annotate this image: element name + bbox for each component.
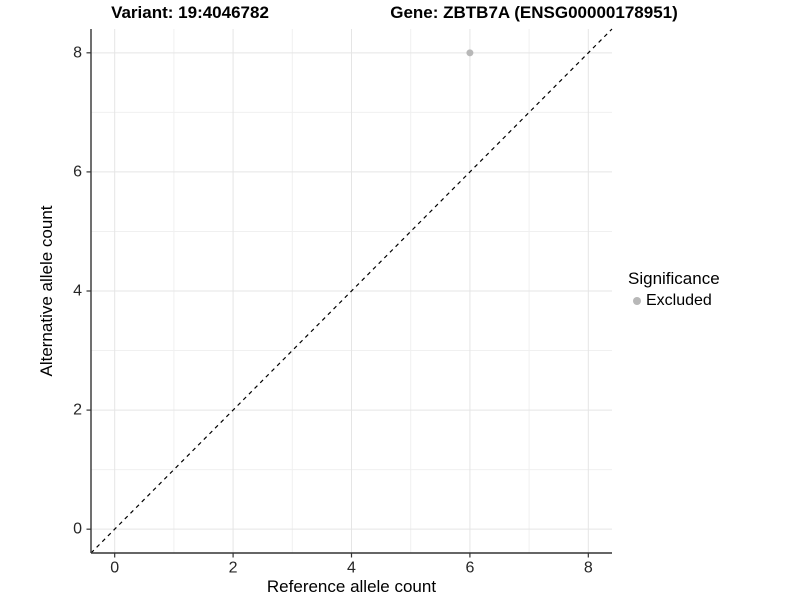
legend-entry-excluded: Excluded [628, 292, 793, 310]
legend: Significance Excluded [628, 269, 793, 310]
x-tick-label: 4 [347, 559, 356, 576]
legend-title: Significance [628, 269, 720, 288]
legend-entry-label: Excluded [646, 292, 712, 309]
y-tick-label: 2 [73, 402, 82, 419]
x-tick-label: 2 [229, 559, 238, 576]
x-axis-title: Reference allele count [266, 577, 437, 596]
identity-reference-line [90, 28, 613, 554]
x-tick-label: 6 [465, 559, 474, 576]
gene-title: Gene: ZBTB7A (ENSG00000178951) [390, 3, 678, 22]
variant-title: Variant: 19:4046782 [111, 3, 269, 22]
data-point-excluded [466, 49, 474, 57]
x-tick-label: 0 [110, 559, 119, 576]
y-tick-label: 0 [73, 521, 82, 538]
excluded-point-icon [633, 297, 641, 305]
y-tick-label: 4 [73, 283, 82, 300]
y-tick-label: 8 [73, 44, 82, 61]
y-tick-label: 6 [73, 163, 82, 180]
x-tick-label: 8 [584, 559, 593, 576]
y-axis-title: Alternative allele count [37, 205, 56, 377]
